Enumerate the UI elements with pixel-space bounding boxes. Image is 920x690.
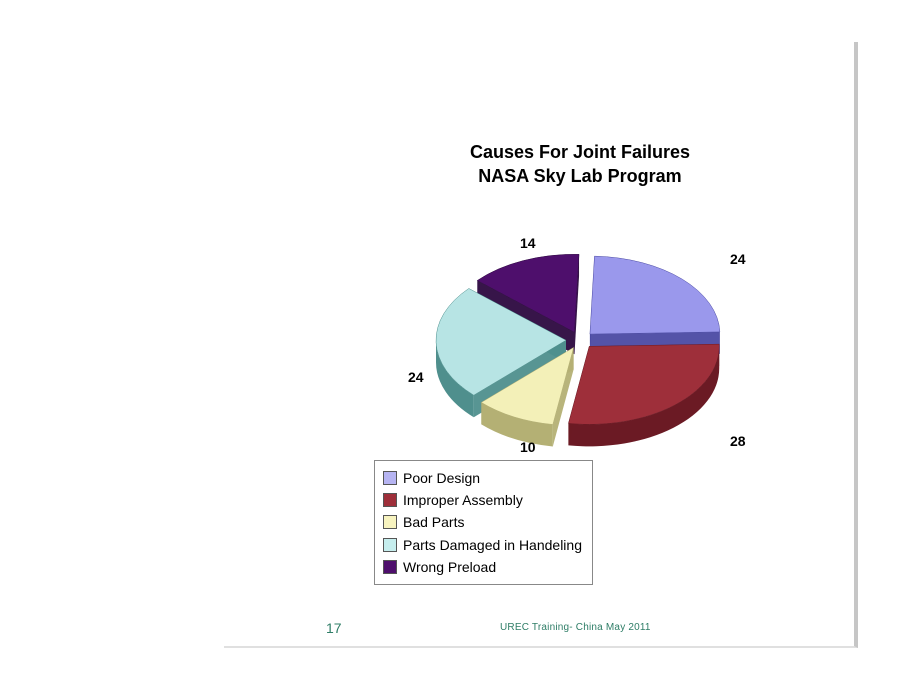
legend-swatch-icon [383,515,397,529]
pie-slice-top [590,256,720,334]
page-number: 17 [326,620,342,636]
pie-chart: 24 28 10 24 14 [350,220,830,480]
legend-label: Parts Damaged in Handeling [403,536,582,554]
legend-row: Parts Damaged in Handeling [383,534,582,556]
pie-data-label: 24 [408,369,424,385]
pie-data-label: 10 [520,439,536,455]
legend-swatch-icon [383,471,397,485]
legend-swatch-icon [383,560,397,574]
legend-row: Improper Assembly [383,489,582,511]
legend-label: Improper Assembly [403,491,523,509]
page-root: Causes For Joint Failures NASA Sky Lab P… [0,0,920,690]
pie-chart-svg: 24 28 10 24 14 [350,220,830,480]
pie-data-label: 14 [520,235,536,251]
footer-text: UREC Training- China May 2011 [500,622,651,633]
legend-swatch-icon [383,493,397,507]
pie-data-label: 28 [730,433,746,449]
chart-title-line2: NASA Sky Lab Program [478,166,681,186]
chart-legend: Poor Design Improper Assembly Bad Parts Par… [374,460,593,585]
legend-swatch-icon [383,538,397,552]
legend-label: Wrong Preload [403,558,496,576]
legend-label: Bad Parts [403,513,464,531]
legend-label: Poor Design [403,469,480,487]
chart-title-line1: Causes For Joint Failures [470,142,690,162]
pie-slice-top [568,344,719,424]
pie-data-label: 24 [730,251,746,267]
legend-row: Bad Parts [383,511,582,533]
legend-row: Wrong Preload [383,556,582,578]
legend-row: Poor Design [383,467,582,489]
chart-title: Causes For Joint Failures NASA Sky Lab P… [360,140,800,189]
